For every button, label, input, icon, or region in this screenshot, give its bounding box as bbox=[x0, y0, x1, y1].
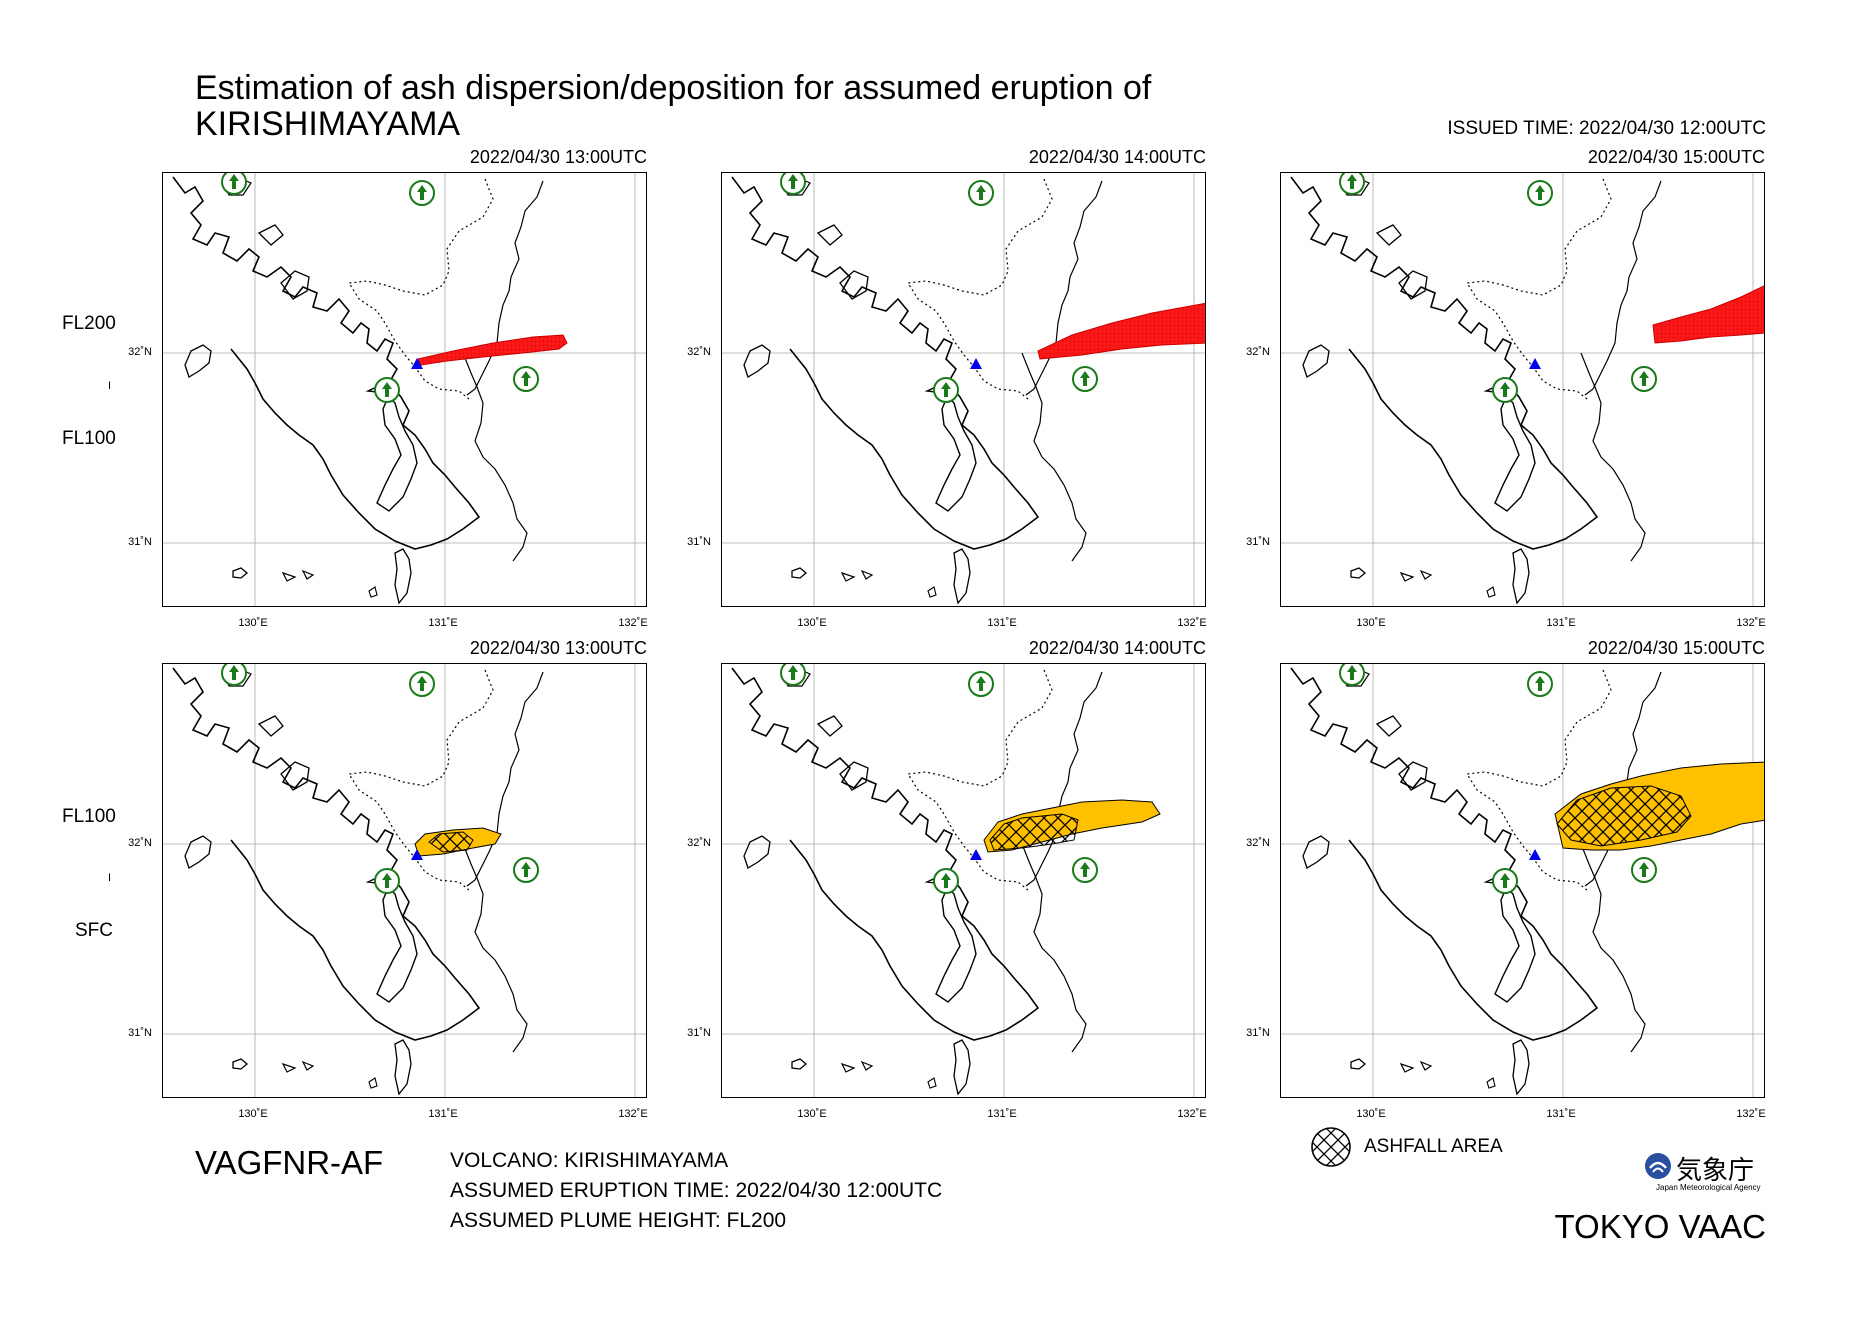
plume-height: ASSUMED PLUME HEIGHT: FL200 bbox=[450, 1209, 787, 1232]
panel-time: 2022/04/30 14:00UTC bbox=[1028, 638, 1206, 658]
ash-cloud bbox=[1652, 285, 1764, 344]
lon-label: 130˚E bbox=[797, 1108, 827, 1120]
airport-icon bbox=[1492, 868, 1518, 894]
volcano-marker-icon bbox=[411, 358, 423, 369]
ashfall-area bbox=[989, 813, 1079, 851]
lon-label: 130˚E bbox=[1356, 1108, 1386, 1120]
lat-label: 31˚N bbox=[128, 536, 152, 548]
ash-cloud bbox=[1037, 302, 1205, 360]
airport-icon bbox=[1339, 173, 1365, 195]
map-panel-top-1 bbox=[162, 172, 647, 607]
airport-icon bbox=[409, 180, 435, 206]
panel-time: 2022/04/30 15:00UTC bbox=[1587, 638, 1765, 658]
airport-icon bbox=[513, 366, 539, 392]
airport-icon bbox=[780, 664, 806, 686]
ash-cloud bbox=[417, 334, 568, 366]
title-line-1: Estimation of ash dispersion/deposition … bbox=[195, 69, 1152, 107]
jma-logo-icon bbox=[1645, 1153, 1671, 1179]
volcano-marker-icon bbox=[1529, 849, 1541, 860]
lat-label: 32˚N bbox=[128, 837, 152, 849]
airport-icon bbox=[1492, 377, 1518, 403]
map-panel-top-2 bbox=[721, 172, 1206, 607]
lon-label: 132˚E bbox=[1736, 617, 1766, 629]
bottom-row-label-bottom: SFC bbox=[75, 920, 113, 941]
lat-label: 32˚N bbox=[128, 346, 152, 358]
airport-icon bbox=[221, 664, 247, 686]
product-id: VAGFNR-AF bbox=[195, 1144, 384, 1181]
ashfall-legend-label: ASHFALL AREA bbox=[1364, 1136, 1503, 1157]
lon-label: 131˚E bbox=[987, 1108, 1017, 1120]
lon-label: 130˚E bbox=[1356, 617, 1386, 629]
panel-time: 2022/04/30 14:00UTC bbox=[1028, 147, 1206, 167]
map-panel-bottom-3 bbox=[1280, 663, 1765, 1098]
airport-icon bbox=[1527, 180, 1553, 206]
top-row-label-bottom: FL100 bbox=[62, 428, 116, 449]
volcano-name: VOLCANO: KIRISHIMAYAMA bbox=[450, 1149, 729, 1172]
lat-label: 32˚N bbox=[687, 346, 711, 358]
vaac-name: TOKYO VAAC bbox=[1554, 1208, 1766, 1245]
top-row-label-sep: I bbox=[108, 380, 112, 392]
panel-time: 2022/04/30 13:00UTC bbox=[469, 638, 647, 658]
volcano-marker-icon bbox=[970, 849, 982, 860]
ashfall-area bbox=[1556, 785, 1692, 847]
lon-label: 131˚E bbox=[987, 617, 1017, 629]
lon-label: 130˚E bbox=[797, 617, 827, 629]
lat-label: 32˚N bbox=[687, 837, 711, 849]
airport-icon bbox=[513, 857, 539, 883]
lat-label: 31˚N bbox=[687, 536, 711, 548]
bottom-row-label-sep: I bbox=[108, 872, 112, 884]
lat-label: 31˚N bbox=[1246, 536, 1270, 548]
lon-label: 130˚E bbox=[238, 617, 268, 629]
map-panel-bottom-2 bbox=[721, 663, 1206, 1098]
issued-time: ISSUED TIME: 2022/04/30 12:00UTC bbox=[1447, 118, 1766, 139]
lon-label: 131˚E bbox=[428, 1108, 458, 1120]
title-line-2: KIRISHIMAYAMA bbox=[195, 105, 461, 143]
airport-icon bbox=[933, 377, 959, 403]
lat-label: 31˚N bbox=[687, 1027, 711, 1039]
map-panel-bottom-1 bbox=[162, 663, 647, 1098]
lat-label: 31˚N bbox=[128, 1027, 152, 1039]
airport-icon bbox=[1072, 857, 1098, 883]
airport-icon bbox=[374, 377, 400, 403]
airport-icon bbox=[1631, 857, 1657, 883]
volcano-marker-icon bbox=[970, 358, 982, 369]
agency-name-jp: 気象庁 bbox=[1676, 1155, 1755, 1185]
ashfall-legend-icon bbox=[1311, 1127, 1351, 1167]
agency-name-en: Japan Meteorological Agency bbox=[1656, 1183, 1761, 1192]
volcano-marker-icon bbox=[1529, 358, 1541, 369]
lon-label: 131˚E bbox=[1546, 617, 1576, 629]
airport-icon bbox=[968, 180, 994, 206]
lon-label: 131˚E bbox=[1546, 1108, 1576, 1120]
airport-icon bbox=[1527, 671, 1553, 697]
lat-label: 32˚N bbox=[1246, 346, 1270, 358]
panel-time: 2022/04/30 13:00UTC bbox=[469, 147, 647, 167]
airport-icon bbox=[1339, 664, 1365, 686]
lat-label: 31˚N bbox=[1246, 1027, 1270, 1039]
airport-icon bbox=[933, 868, 959, 894]
bottom-row-label-top: FL100 bbox=[62, 806, 116, 827]
panel-time: 2022/04/30 15:00UTC bbox=[1587, 147, 1765, 167]
lat-label: 32˚N bbox=[1246, 837, 1270, 849]
airport-icon bbox=[374, 868, 400, 894]
airport-icon bbox=[1631, 366, 1657, 392]
lon-label: 132˚E bbox=[1177, 617, 1207, 629]
airport-icon bbox=[780, 173, 806, 195]
airport-icon bbox=[968, 671, 994, 697]
airport-icon bbox=[221, 173, 247, 195]
lon-label: 132˚E bbox=[1736, 1108, 1766, 1120]
lon-label: 132˚E bbox=[618, 1108, 648, 1120]
volcano-marker-icon bbox=[411, 849, 423, 860]
top-row-label-top: FL200 bbox=[62, 313, 116, 334]
map-panel-top-3 bbox=[1280, 172, 1765, 607]
lon-label: 132˚E bbox=[1177, 1108, 1207, 1120]
lon-label: 130˚E bbox=[238, 1108, 268, 1120]
ashfall-area bbox=[428, 831, 474, 853]
airport-icon bbox=[409, 671, 435, 697]
lon-label: 132˚E bbox=[618, 617, 648, 629]
lon-label: 131˚E bbox=[428, 617, 458, 629]
eruption-time: ASSUMED ERUPTION TIME: 2022/04/30 12:00U… bbox=[450, 1179, 943, 1202]
airport-icon bbox=[1072, 366, 1098, 392]
